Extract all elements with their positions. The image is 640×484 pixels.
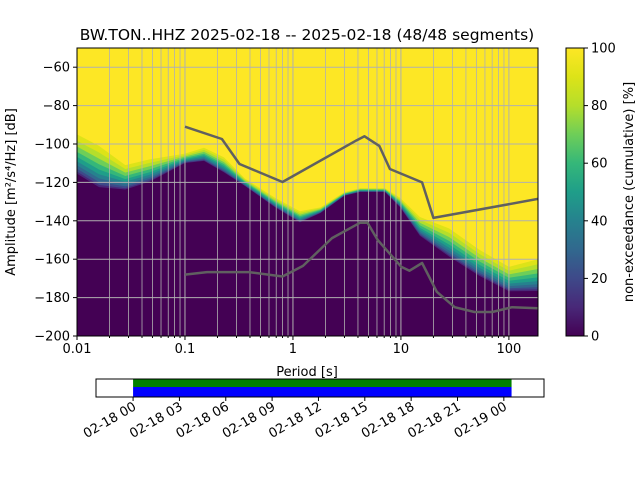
y-tick-label: −120 [34, 176, 70, 191]
coverage-tick-label: 02-19 00 [452, 399, 510, 441]
low-noise-model-line [184, 221, 538, 314]
x-axis-label: Period [s] [276, 365, 338, 380]
coverage-frame [95, 378, 545, 398]
ppsd-heatmap [77, 48, 538, 336]
colorbar-gradient [565, 47, 585, 337]
x-axis: 0.01 0.1 1 10 100 [63, 336, 521, 357]
high-noise-model-line [184, 125, 538, 220]
coverage-bar-bottom [133, 387, 512, 397]
colorbar-tick-label: 60 [591, 157, 608, 172]
colorbar-tick-label: 100 [591, 42, 616, 57]
x-tick-label: 10 [393, 342, 410, 357]
y-axis: −60 −80 −100 −120 −140 −160 −180 −200 [34, 61, 77, 345]
x-tick-label: 0.01 [63, 342, 92, 357]
colorbar-tick-label: 40 [591, 214, 608, 229]
chart-title: BW.TON..HHZ 2025-02-18 -- 2025-02-18 (48… [80, 26, 534, 44]
plot-frame [76, 47, 539, 337]
y-tick-label: −160 [34, 253, 70, 268]
y-tick-label: −140 [34, 214, 70, 229]
y-tick-label: −100 [34, 138, 70, 153]
colorbar: 0 20 40 60 80 100 non-exceedance (cumulative)… [565, 42, 637, 345]
y-tick-label: −60 [43, 61, 70, 76]
y-tick-label: −200 [34, 330, 70, 345]
y-tick-label: −180 [34, 291, 70, 306]
grid-lines [77, 48, 538, 336]
x-tick-label: 0.1 [175, 342, 196, 357]
coverage-bar-top [133, 379, 512, 387]
y-tick-label: −80 [43, 99, 70, 114]
y-axis-label: Amplitude [m²/s⁴/Hz] [dB] [4, 108, 19, 276]
x-tick-label: 100 [496, 342, 521, 357]
heatmap-layer-10 [77, 48, 538, 267]
colorbar-tick-label: 0 [591, 330, 599, 345]
colorbar-tick-label: 80 [591, 99, 608, 114]
noise-model-lines [184, 125, 538, 314]
colorbar-label: non-exceedance (cumulative) [%] [622, 82, 637, 302]
x-tick-label: 1 [289, 342, 297, 357]
colorbar-tick-label: 20 [591, 272, 608, 287]
